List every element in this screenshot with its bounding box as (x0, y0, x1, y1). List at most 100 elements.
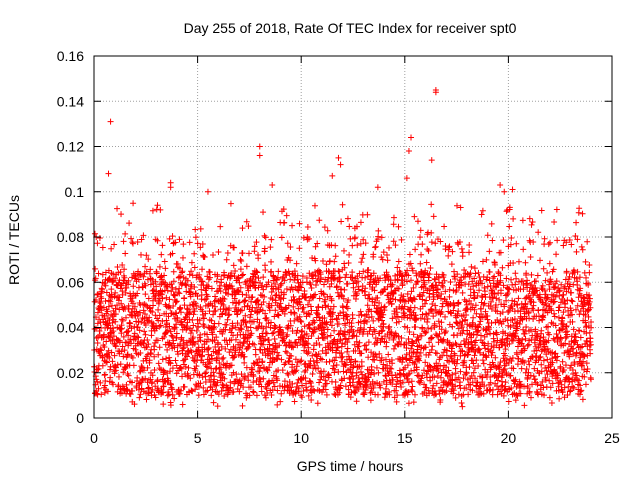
data-point (172, 299, 179, 306)
data-point (142, 311, 149, 318)
data-point (114, 205, 121, 212)
data-point (188, 268, 195, 275)
x-axis-label: GPS time / hours (297, 458, 404, 474)
data-point (112, 275, 119, 282)
data-point (112, 289, 119, 296)
data-point (145, 295, 152, 302)
data-point (205, 344, 212, 351)
data-point (153, 206, 160, 213)
data-point (119, 317, 126, 324)
data-point (115, 382, 122, 389)
y-axis-label: ROTI / TECUs (6, 195, 22, 285)
data-point (143, 252, 150, 259)
data-point (142, 263, 149, 270)
data-point (195, 338, 201, 345)
data-point (193, 327, 200, 334)
data-point (145, 341, 152, 348)
data-point (118, 316, 125, 323)
data-point (155, 360, 162, 367)
data-point (183, 282, 190, 289)
data-point (102, 358, 109, 365)
data-point (98, 290, 105, 297)
x-tick-label: 5 (194, 430, 202, 446)
data-point (161, 333, 168, 340)
data-point (202, 310, 209, 317)
data-point (173, 298, 180, 305)
data-point (142, 331, 149, 338)
data-point (173, 321, 180, 328)
data-point (186, 309, 193, 316)
data-point (171, 324, 178, 331)
data-point (102, 371, 109, 378)
data-point (217, 288, 224, 295)
data-point (99, 286, 106, 293)
data-point (119, 261, 126, 268)
data-point (134, 333, 141, 340)
data-point (188, 327, 195, 334)
data-point (136, 327, 143, 334)
data-point (212, 307, 219, 314)
data-point (169, 250, 176, 257)
data-point (149, 287, 156, 294)
data-point (181, 294, 188, 301)
data-point (125, 277, 132, 284)
data-point (94, 291, 101, 298)
data-point (182, 352, 189, 359)
data-point (107, 374, 114, 381)
data-point (118, 348, 125, 355)
data-point (206, 269, 213, 276)
data-point (118, 389, 125, 396)
data-point (219, 355, 226, 362)
data-point (105, 322, 112, 329)
data-point (176, 390, 183, 397)
data-point (118, 300, 125, 307)
data-point (95, 270, 102, 277)
data-point (169, 391, 176, 398)
data-point (156, 323, 163, 330)
data-point (104, 388, 111, 395)
data-point (209, 331, 216, 338)
data-point (129, 387, 136, 394)
data-point (99, 244, 106, 251)
data-point (199, 278, 206, 285)
data-point (148, 332, 155, 339)
data-point (134, 290, 141, 297)
data-point (173, 310, 180, 317)
data-point (138, 363, 145, 370)
data-point (110, 333, 117, 340)
data-point (191, 340, 198, 347)
data-point (178, 387, 185, 394)
data-point (101, 331, 108, 338)
data-point (187, 330, 194, 337)
data-point (205, 283, 212, 290)
data-point (197, 244, 204, 251)
data-point (192, 386, 199, 393)
data-point (190, 322, 197, 329)
data-point (154, 237, 161, 244)
data-point (196, 371, 203, 378)
data-point (195, 392, 202, 399)
data-point (102, 377, 109, 384)
y-tick-label: 0.12 (57, 139, 84, 155)
data-point (179, 254, 186, 261)
data-point (195, 347, 202, 354)
data-point (203, 363, 210, 370)
y-tick-label: 0.1 (65, 184, 85, 200)
data-point (97, 346, 104, 353)
data-point (162, 265, 169, 272)
data-point (110, 271, 117, 278)
data-point (170, 268, 177, 275)
data-point (151, 346, 158, 353)
data-point (166, 354, 173, 361)
data-point (166, 235, 173, 242)
data-point (131, 303, 138, 310)
data-point (164, 346, 171, 353)
data-point (118, 211, 125, 218)
data-point (141, 301, 148, 308)
data-point (169, 333, 176, 340)
data-point (179, 268, 186, 275)
data-point (197, 380, 204, 387)
data-point (101, 389, 108, 396)
data-point (106, 317, 113, 324)
data-point (143, 268, 150, 275)
